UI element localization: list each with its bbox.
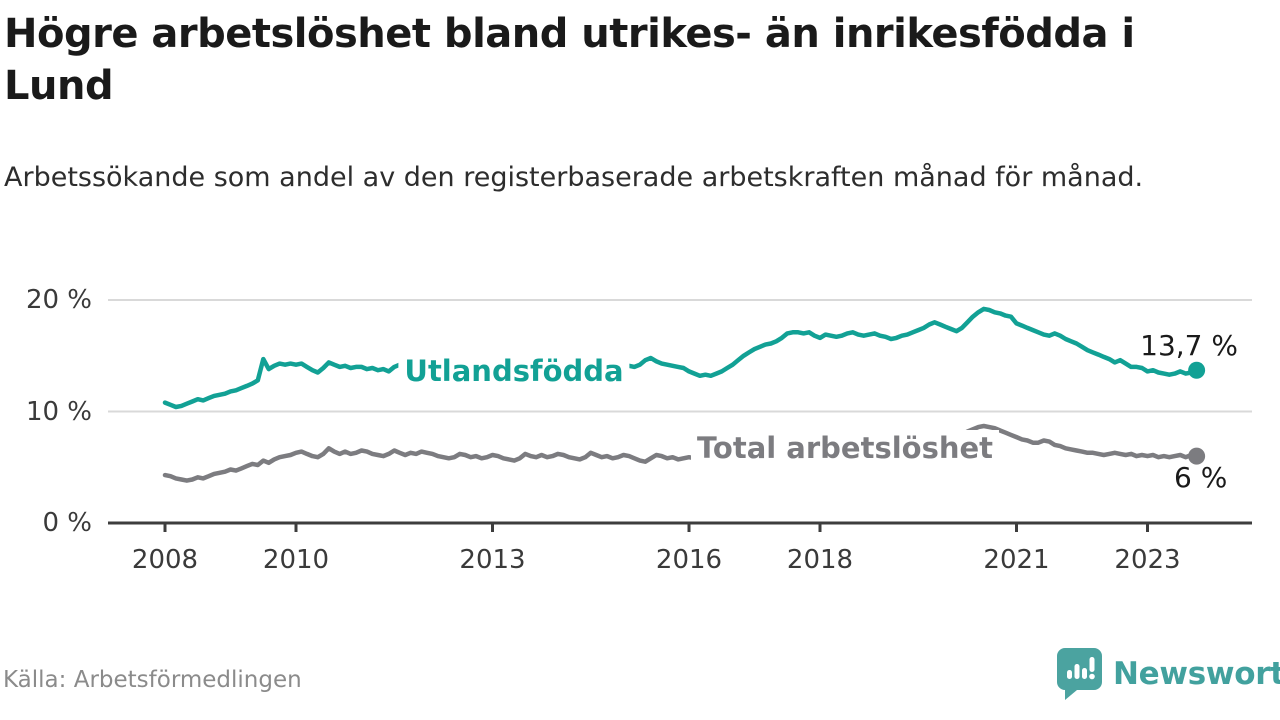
- x-tick-label-2023: 2023: [1114, 545, 1181, 575]
- line-utlandsf-dda: [162, 306, 1199, 410]
- source-note: Källa: Arbetsförmedlingen: [3, 667, 302, 693]
- x-tick-label-2016: 2016: [655, 545, 723, 575]
- x-tick-label-2008: 2008: [131, 545, 199, 575]
- newsworthy-logo: Newsworthy: [1056, 647, 1280, 700]
- end-dot-utlandsf-dda: [1188, 361, 1206, 379]
- series-label-total-arbetsloshet: Total arbetslöshet: [690, 430, 1000, 466]
- chart-subtitle: Arbetssökande som andel av den registerb…: [4, 162, 1144, 193]
- x-tick-label-2010: 2010: [262, 545, 330, 575]
- newsworthy-logo-text: Newsworthy: [1113, 655, 1280, 692]
- y-tick-label-20: 20 %: [25, 285, 92, 315]
- end-dot-total-arbetsl-shet: [1188, 447, 1206, 465]
- line-total-arbetsl-shet: [162, 423, 1199, 483]
- y-tick-label-10: 10 %: [25, 396, 92, 427]
- end-value-label-utlandsfodda: 13,7 %: [1140, 329, 1238, 362]
- x-tick-label-2021: 2021: [983, 545, 1050, 575]
- chart-title: Högre arbetslöshet bland utrikes- än inr…: [4, 11, 1135, 109]
- x-tick-label-2013: 2013: [459, 545, 526, 575]
- end-value-label-total: 6 %: [1174, 461, 1228, 494]
- series-label-utlandsfodda: Utlandsfödda: [398, 353, 630, 389]
- y-tick-label-0: 0 %: [42, 508, 92, 538]
- newsworthy-logo-icon: [1057, 648, 1102, 700]
- x-tick-label-2018: 2018: [786, 545, 854, 575]
